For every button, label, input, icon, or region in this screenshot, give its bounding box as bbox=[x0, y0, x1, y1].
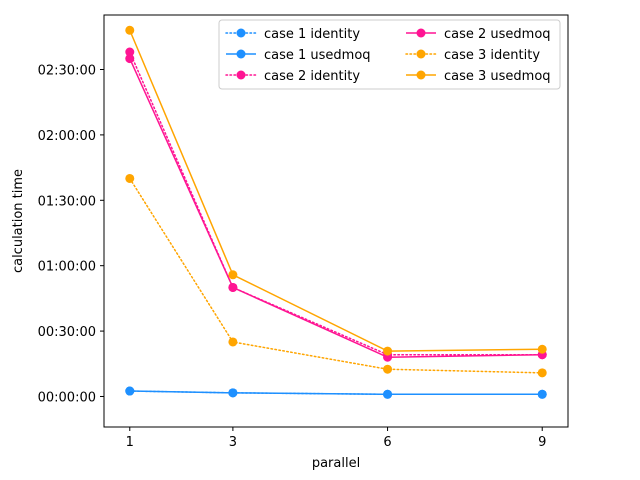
series-line bbox=[129, 177, 543, 374]
series-case-2-identity bbox=[125, 47, 547, 360]
legend-label: case 1 usedmoq bbox=[264, 48, 371, 63]
y-tick-label: 01:00:00 bbox=[38, 260, 96, 275]
data-point bbox=[228, 337, 238, 347]
legend-item: case 3 usedmoq bbox=[406, 69, 551, 84]
y-tick-label: 01:30:00 bbox=[38, 194, 96, 209]
x-tick-label: 1 bbox=[126, 435, 134, 450]
y-axis-label: calculation time bbox=[11, 169, 26, 273]
x-axis: 1 3 6 9 bbox=[126, 427, 546, 450]
x-tick-label: 6 bbox=[383, 435, 391, 450]
series-case-1-usedmoq bbox=[125, 386, 547, 399]
data-point bbox=[537, 389, 547, 399]
series-line bbox=[129, 29, 543, 352]
legend-swatch-marker bbox=[416, 70, 426, 80]
legend-item: case 3 identity bbox=[405, 48, 540, 63]
plot-frame bbox=[103, 14, 569, 428]
data-point bbox=[383, 346, 393, 356]
y-tick-label: 00:30:00 bbox=[38, 325, 96, 340]
x-tick-label: 9 bbox=[538, 435, 546, 450]
y-tick-label: 02:30:00 bbox=[38, 63, 96, 78]
legend: case 1 identity case 1 usedmoq case 2 iden… bbox=[218, 19, 561, 90]
legend-swatch-marker bbox=[236, 70, 246, 80]
legend-label: case 3 usedmoq bbox=[444, 69, 551, 84]
series-case-3-usedmoq bbox=[125, 25, 547, 356]
legend-swatch-marker bbox=[416, 28, 426, 38]
data-point bbox=[125, 25, 135, 35]
y-axis: 00:00:00 00:30:00 01:00:00 01:30:00 02:00:00… bbox=[38, 63, 104, 405]
legend-item: case 2 identity bbox=[225, 69, 360, 84]
series-line bbox=[129, 390, 543, 396]
legend-item: case 1 usedmoq bbox=[226, 48, 371, 63]
y-tick-label: 00:00:00 bbox=[38, 390, 96, 405]
data-point bbox=[125, 47, 135, 57]
series-layer bbox=[125, 25, 547, 399]
legend-label: case 2 usedmoq bbox=[444, 27, 551, 42]
data-point bbox=[125, 173, 135, 183]
data-point bbox=[228, 282, 238, 292]
series-line bbox=[129, 58, 543, 358]
legend-label: case 3 identity bbox=[444, 48, 540, 63]
data-point bbox=[228, 388, 238, 398]
series-case-3-identity bbox=[125, 173, 547, 378]
data-point bbox=[537, 368, 547, 378]
legend-label: case 2 identity bbox=[264, 69, 360, 84]
data-point bbox=[228, 270, 238, 280]
data-point bbox=[537, 344, 547, 354]
data-point bbox=[383, 364, 393, 374]
data-point bbox=[383, 352, 393, 362]
data-point bbox=[125, 54, 135, 64]
series-line bbox=[129, 51, 543, 356]
data-point bbox=[383, 389, 393, 399]
data-point bbox=[125, 386, 135, 396]
legend-swatch-marker bbox=[416, 49, 426, 59]
legend-item: case 1 identity bbox=[225, 27, 360, 42]
legend-swatch-marker bbox=[236, 49, 246, 59]
legend-item: case 2 usedmoq bbox=[406, 27, 551, 42]
legend-box bbox=[218, 19, 561, 90]
y-tick-label: 02:00:00 bbox=[38, 129, 96, 144]
legend-label: case 1 identity bbox=[264, 27, 360, 42]
series-case-2-usedmoq bbox=[125, 54, 547, 362]
x-axis-label: parallel bbox=[312, 456, 360, 471]
x-tick-label: 3 bbox=[229, 435, 237, 450]
legend-swatch-marker bbox=[236, 28, 246, 38]
